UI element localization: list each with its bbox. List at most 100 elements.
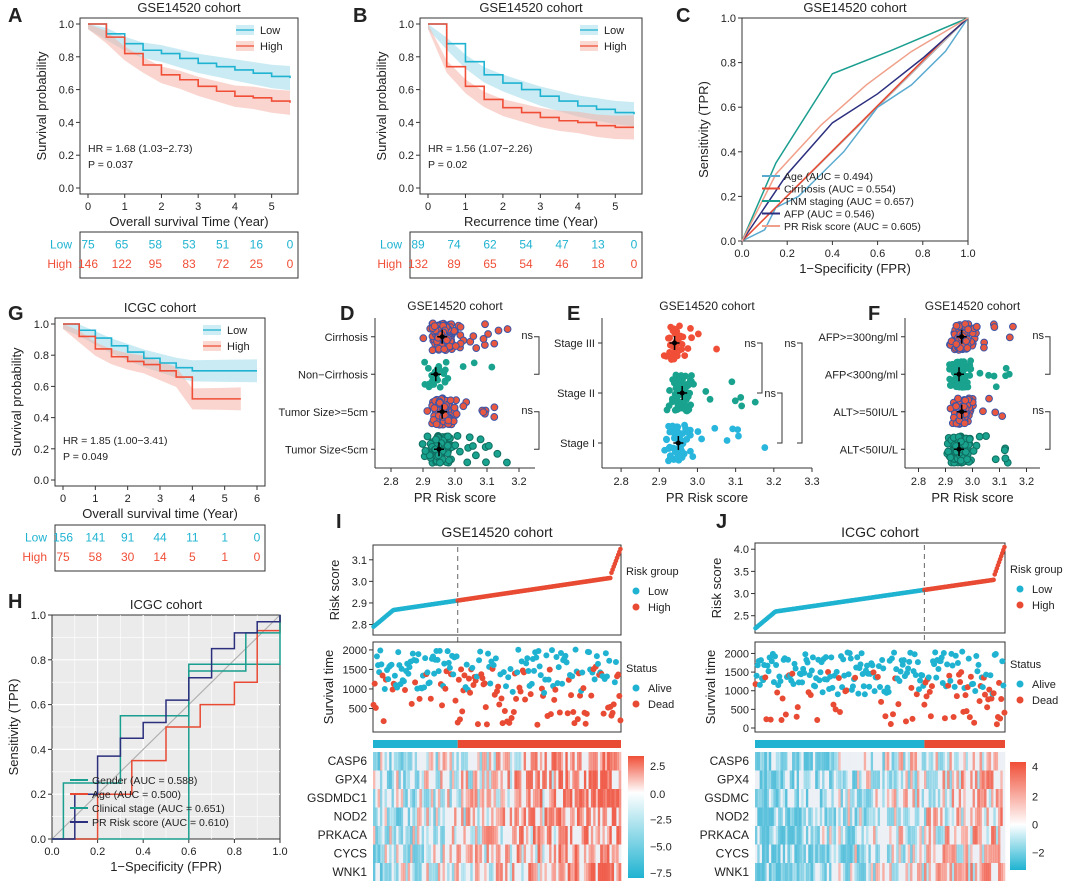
heatmap-cell — [375, 752, 378, 771]
heatmap-cell — [486, 752, 490, 771]
heatmap-cell — [810, 789, 814, 808]
heatmap-cell — [611, 752, 615, 771]
heatmap-cell — [565, 752, 568, 771]
heatmap-cell — [947, 844, 950, 863]
heatmap-cell — [787, 844, 791, 863]
heatmap-cell — [854, 789, 858, 808]
heatmap-cell — [507, 826, 511, 845]
heatmap-cell — [379, 807, 383, 826]
heatmap-cell — [794, 826, 797, 845]
heatmap-cell — [907, 752, 911, 771]
heatmap-cell — [412, 844, 416, 863]
heatmap-cell — [474, 789, 478, 808]
heatmap-cell — [567, 770, 571, 789]
heatmap-cell — [961, 807, 964, 826]
heatmap-cell — [998, 844, 1001, 863]
heatmap-cell — [958, 807, 962, 826]
status-point — [762, 674, 769, 681]
heatmap-cell — [805, 826, 809, 845]
x-tick-label: 2 — [500, 201, 506, 213]
heatmap-cell — [581, 770, 585, 789]
heatmap-cell — [831, 826, 835, 845]
heatmap-cell — [379, 826, 383, 845]
heatmap-cell — [907, 863, 911, 881]
x-tick-label: 0.8 — [227, 846, 242, 858]
heatmap-cell — [558, 789, 562, 808]
heatmap-cell — [377, 863, 381, 881]
heatmap-cell — [451, 807, 455, 826]
heatmap-cell — [458, 770, 462, 789]
heatmap-cell — [530, 807, 534, 826]
stat-annotation: P = 0.049 — [63, 451, 108, 463]
heatmap-cell — [840, 752, 844, 771]
heatmap-cell — [581, 752, 585, 771]
heatmap-cell — [803, 844, 807, 863]
heatmap-cell — [854, 752, 858, 771]
legend-label: High — [648, 602, 671, 614]
heatmap-cell — [525, 752, 529, 771]
x-axis-label: Overall survival Time (Year) — [109, 214, 268, 229]
status-point — [389, 686, 396, 693]
heatmap-cell — [849, 863, 853, 881]
heatmap-cell — [984, 807, 987, 826]
heatmap-cell — [414, 789, 418, 808]
heatmap-cell — [563, 844, 566, 863]
heatmap-cell — [405, 844, 409, 863]
heatmap-cell — [405, 863, 409, 881]
status-point — [452, 697, 459, 704]
heatmap-cell — [581, 807, 585, 826]
heatmap-cell — [889, 752, 892, 771]
heatmap-cell — [914, 770, 918, 789]
y-tick-label: 0.6 — [31, 700, 46, 712]
heatmap-cell — [407, 770, 411, 789]
legend-label: Age (AUC = 0.494) — [784, 171, 873, 183]
risk-table-count: 75 — [81, 238, 95, 252]
heatmap-cell — [579, 844, 582, 863]
status-point — [923, 693, 930, 700]
heatmap-cell — [588, 752, 592, 771]
heatmap-cell — [472, 789, 476, 808]
heatmap-cell — [470, 863, 473, 881]
heatmap-cell — [787, 807, 791, 826]
status-point — [912, 672, 919, 679]
data-point — [666, 428, 674, 436]
gene-label: GSDMC — [704, 791, 749, 805]
data-point — [761, 444, 769, 451]
panel-letter-e: E — [567, 303, 580, 325]
heatmap-cell — [993, 770, 997, 789]
data-point — [452, 410, 461, 418]
heatmap-cell — [1000, 752, 1003, 771]
heatmap-cell — [604, 807, 608, 826]
heatmap-cell — [829, 770, 832, 789]
heatmap-cell — [912, 844, 916, 863]
heatmap-cell — [426, 826, 429, 845]
heatmap-cell — [930, 844, 934, 863]
heatmap-cell — [930, 826, 934, 845]
heatmap-cell — [440, 807, 443, 826]
legend-label: TNM staging (AUC = 0.657) — [784, 196, 914, 208]
heatmap-cell — [400, 807, 404, 826]
data-point — [962, 337, 971, 346]
risk-table-count: 11 — [186, 531, 199, 545]
risk-table-group: Low — [50, 238, 72, 252]
heatmap-cell — [602, 752, 606, 771]
group-label: Tumor Size>=5cm — [279, 407, 368, 419]
heatmap-cell — [914, 863, 918, 881]
heatmap-cell — [525, 770, 529, 789]
data-point — [673, 423, 681, 431]
heatmap-cell — [836, 789, 839, 808]
heatmap-cell — [910, 863, 913, 881]
heatmap-cell — [803, 826, 807, 845]
heatmap-cell — [873, 844, 876, 863]
heatmap-cell — [785, 863, 788, 881]
status-point — [380, 718, 387, 725]
heatmap-cell — [836, 807, 839, 826]
heatmap-cell — [491, 826, 494, 845]
heatmap-cell — [593, 863, 596, 881]
heatmap-cell — [553, 752, 557, 771]
heatmap-cell — [880, 770, 883, 789]
y-tick-label: 0.2 — [34, 444, 49, 456]
heatmap-cell — [586, 789, 589, 808]
data-point — [443, 441, 452, 450]
heatmap-cell — [875, 752, 878, 771]
